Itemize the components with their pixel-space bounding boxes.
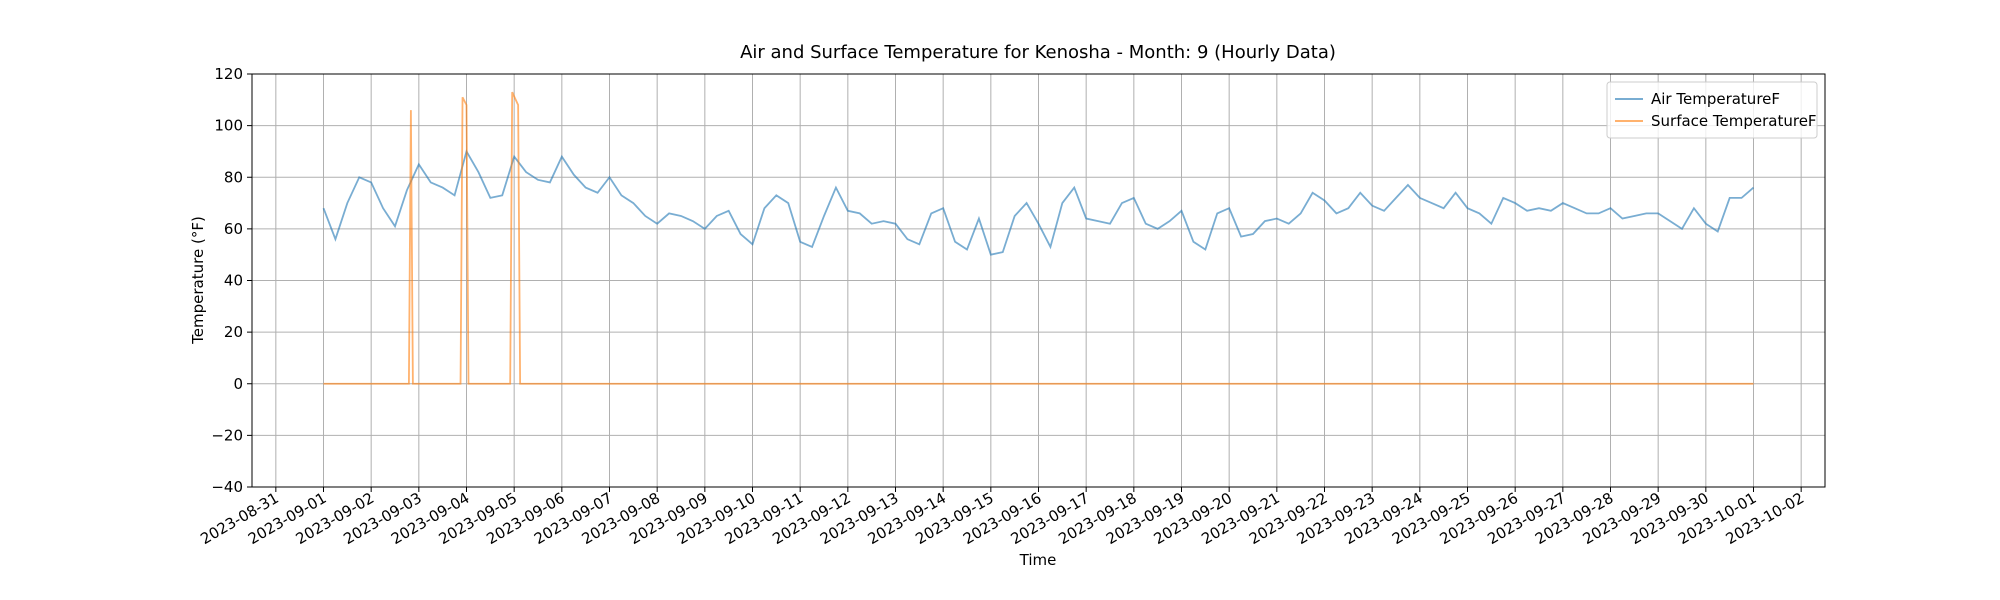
y-tick-label: 40 bbox=[224, 272, 243, 290]
y-axis-label: Temperature (°F) bbox=[189, 216, 207, 345]
y-tick-label: 80 bbox=[224, 168, 243, 186]
y-tick-label: 120 bbox=[214, 65, 243, 83]
legend: Air TemperatureF Surface TemperatureF bbox=[1606, 81, 1818, 139]
data-line bbox=[322, 149, 1755, 256]
y-tick-label: −40 bbox=[211, 478, 243, 496]
legend-box bbox=[1606, 81, 1818, 139]
y-tick-label: 60 bbox=[224, 220, 243, 238]
data-line bbox=[323, 91, 1754, 385]
y-tick-label: 0 bbox=[233, 375, 243, 393]
legend-label: Air TemperatureF bbox=[1651, 90, 1780, 108]
plot-frame bbox=[251, 73, 1826, 488]
y-tick-label: 20 bbox=[224, 323, 243, 341]
chart-title: Air and Surface Temperature for Kenosha … bbox=[740, 42, 1336, 63]
legend-label: Surface TemperatureF bbox=[1651, 112, 1817, 130]
x-axis-label: Time bbox=[1019, 551, 1057, 569]
y-tick-label: −20 bbox=[211, 426, 243, 444]
y-tick-label: 100 bbox=[214, 117, 243, 135]
